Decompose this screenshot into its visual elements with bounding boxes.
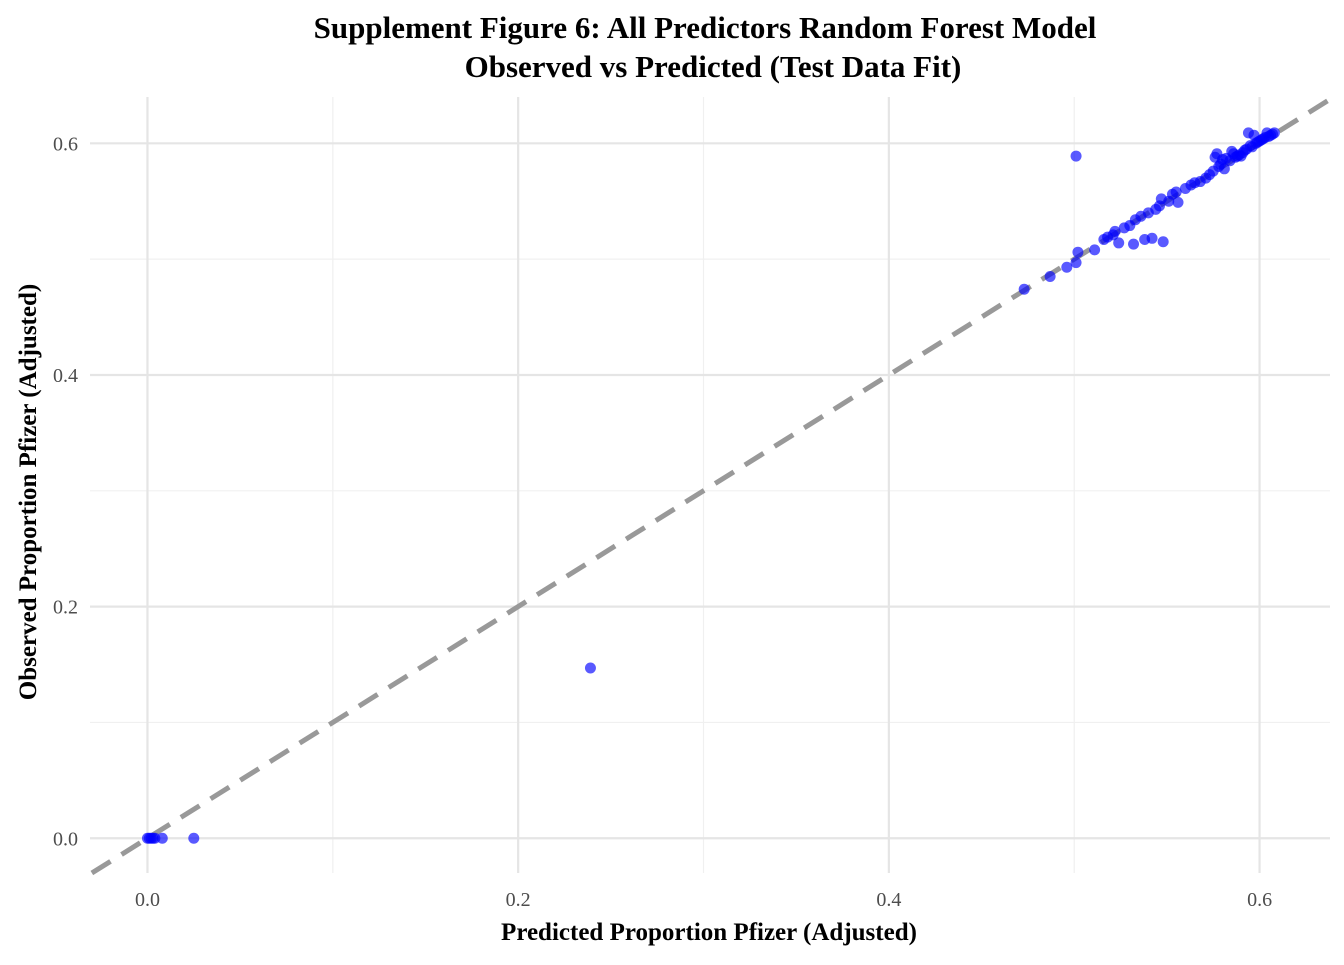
data-point [1044,271,1056,283]
chart-title: Supplement Figure 6: All Predictors Rand… [314,10,1097,45]
grid [90,97,1330,873]
x-tick-label: 0.6 [1247,889,1272,911]
data-point [1128,238,1140,250]
data-point [156,832,168,844]
data-point [584,662,596,674]
data-point [1218,163,1230,175]
data-point [1172,196,1184,208]
x-axis-ticks: 0.0 0.2 0.4 0.6 [135,889,1272,911]
data-point [1061,261,1073,273]
y-tick-label: 0.0 [53,828,78,850]
y-tick-label: 0.6 [53,133,78,155]
y-axis-label: Observed Proportion Pfizer (Adjusted) [15,284,42,700]
y-axis-ticks: 0.0 0.2 0.4 0.6 [53,133,78,850]
data-point [188,832,200,844]
data-point [1072,246,1084,258]
data-point [1089,244,1101,256]
data-point [1146,232,1158,244]
data-points [141,127,1280,844]
y-tick-label: 0.4 [53,365,78,387]
data-point [1109,225,1121,237]
data-point [1157,236,1169,248]
chart-subtitle: Observed vs Predicted (Test Data Fit) [465,49,962,84]
data-point [1070,257,1082,269]
data-point [1113,237,1125,249]
x-tick-label: 0.0 [135,889,160,911]
x-axis-label: Predicted Proportion Pfizer (Adjusted) [501,919,917,946]
y-tick-label: 0.2 [53,597,78,619]
x-tick-label: 0.4 [876,889,901,911]
data-point [1070,150,1082,162]
data-point [1018,283,1030,295]
data-point [1268,127,1280,139]
x-tick-label: 0.2 [506,889,531,911]
data-point [1170,186,1182,198]
